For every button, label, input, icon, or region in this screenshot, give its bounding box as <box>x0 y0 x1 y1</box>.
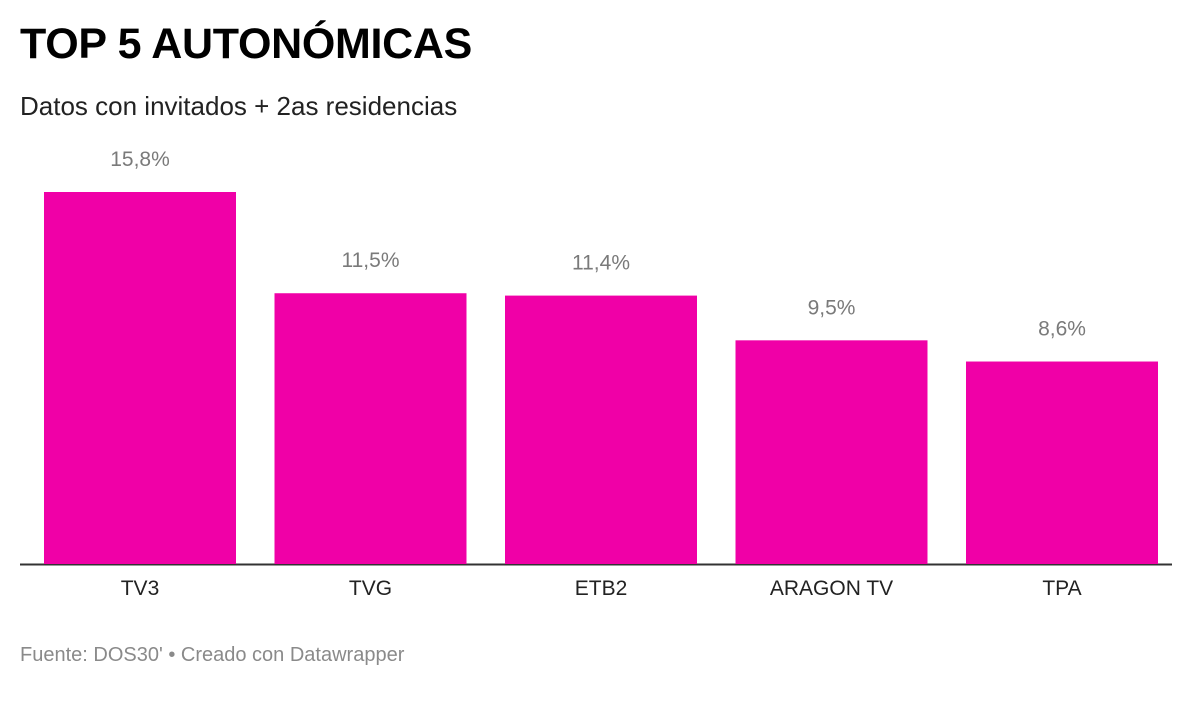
bar-chart: 15,8% TV3 11,5% TVG 11,4% ETB2 9,5% ARAGON TV 8,… <box>20 148 1172 600</box>
category-label: TVG <box>349 577 392 600</box>
bar-value-label: 8,6% <box>1038 318 1086 341</box>
category-label: TV3 <box>121 577 160 600</box>
bar-value-label: 11,4% <box>572 252 630 275</box>
category-label: ARAGON TV <box>770 577 893 600</box>
source-credit: Fuente: DOS30' • Creado con Datawrapper <box>20 644 405 666</box>
bar <box>966 361 1158 564</box>
bar-value-label: 11,5% <box>342 249 400 272</box>
bar-value-label: 15,8% <box>110 148 170 171</box>
bar <box>274 293 467 564</box>
category-label: TPA <box>1042 577 1081 600</box>
bar <box>44 192 236 564</box>
chart-title: TOP 5 AUTONÓMICAS <box>20 20 473 68</box>
bar-value-label: 9,5% <box>808 296 856 319</box>
bar <box>505 295 697 564</box>
bar <box>735 340 928 564</box>
category-label: ETB2 <box>575 577 628 600</box>
chart-subtitle: Datos con invitados + 2as residencias <box>20 91 458 121</box>
